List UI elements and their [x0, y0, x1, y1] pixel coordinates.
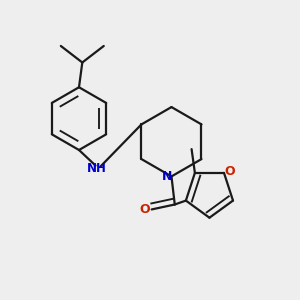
Text: NH: NH — [87, 162, 107, 175]
Text: N: N — [162, 170, 172, 183]
Text: O: O — [139, 203, 150, 216]
Text: O: O — [225, 165, 235, 178]
